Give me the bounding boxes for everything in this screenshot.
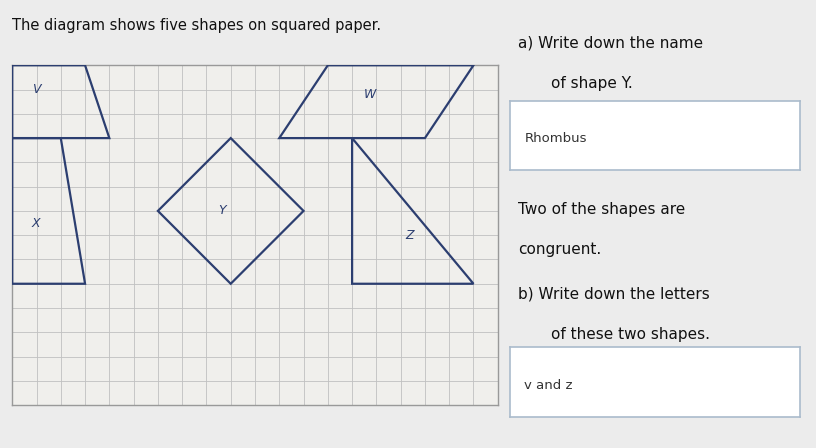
Text: X: X xyxy=(32,216,40,229)
Text: Two of the shapes are: Two of the shapes are xyxy=(518,202,685,216)
Text: V: V xyxy=(32,83,40,96)
Text: b) Write down the letters: b) Write down the letters xyxy=(518,287,710,302)
Text: Z: Z xyxy=(406,228,415,242)
Text: a) Write down the name: a) Write down the name xyxy=(518,36,703,51)
Text: of shape Y.: of shape Y. xyxy=(551,76,632,91)
Text: congruent.: congruent. xyxy=(518,242,601,257)
Text: The diagram shows five shapes on squared paper.: The diagram shows five shapes on squared… xyxy=(12,18,381,33)
Text: Rhombus: Rhombus xyxy=(525,133,587,146)
Text: Y: Y xyxy=(219,204,226,217)
Text: W: W xyxy=(364,88,377,101)
Text: of these two shapes.: of these two shapes. xyxy=(551,327,710,342)
Text: v and z: v and z xyxy=(525,379,573,392)
